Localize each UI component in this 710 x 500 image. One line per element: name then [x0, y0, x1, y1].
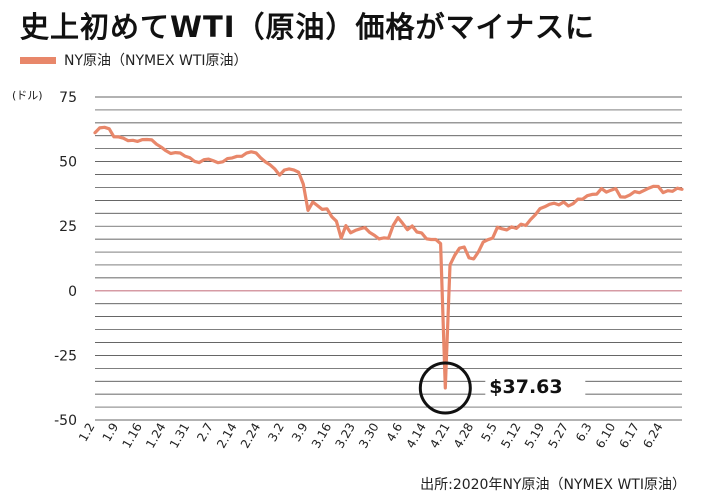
x-tick-label: 1.2 — [76, 421, 98, 445]
x-tick-label: 1.16 — [119, 421, 144, 451]
x-tick-label: 2.14 — [214, 421, 239, 451]
y-tick-label: -25 — [54, 348, 77, 364]
y-axis-unit: (ドル) — [12, 89, 43, 102]
annotation-circle — [418, 361, 472, 415]
annotation-label: $37.63 — [489, 376, 562, 398]
x-tick-label: 6.24 — [640, 421, 665, 451]
x-tick-label: 5.27 — [546, 421, 571, 451]
source-note: 出所:2020年NY原油（NYMEX WTI原油） — [420, 477, 686, 493]
y-tick-label: 25 — [59, 219, 77, 235]
x-tick-label: 6.10 — [593, 421, 618, 451]
x-tick-label: 6.3 — [573, 421, 595, 445]
y-tick-label: -50 — [54, 413, 77, 429]
x-tick-label: 4.21 — [427, 421, 452, 451]
x-tick-label: 3.9 — [289, 421, 311, 445]
legend-label: NY原油（NYMEX WTI原油） — [64, 53, 248, 69]
x-tick-label: 6.17 — [617, 421, 642, 451]
x-tick-label: 4.14 — [403, 421, 428, 451]
x-tick-label: 1.9 — [100, 421, 122, 445]
x-tick-label: 4.28 — [451, 421, 476, 451]
x-tick-label: 4.6 — [384, 421, 406, 445]
chart-legend: NY原油（NYMEX WTI原油） — [20, 50, 248, 70]
x-tick-label: 1.31 — [167, 421, 192, 451]
x-tick-label: 3.30 — [356, 421, 381, 451]
x-tick-label: 3.23 — [332, 421, 357, 451]
x-tick-label: 5.5 — [478, 421, 500, 445]
chart-title: 史上初めてWTI（原油）価格がマイナスに — [20, 10, 595, 44]
series-line — [93, 125, 684, 390]
x-tick-label: 2.24 — [238, 421, 263, 451]
x-tick-label: 3.16 — [309, 421, 334, 451]
x-tick-label: 5.12 — [498, 421, 523, 451]
x-tick-label: 5.19 — [522, 421, 547, 451]
legend-swatch — [20, 56, 56, 64]
x-tick-label: 3.2 — [265, 421, 287, 445]
annotation-label-bg — [485, 370, 586, 401]
y-tick-label: 0 — [68, 284, 77, 300]
x-tick-label: 2.7 — [194, 421, 216, 445]
y-tick-label: 75 — [59, 90, 77, 106]
y-tick-label: 50 — [59, 155, 77, 171]
x-tick-label: 1.24 — [143, 421, 168, 451]
